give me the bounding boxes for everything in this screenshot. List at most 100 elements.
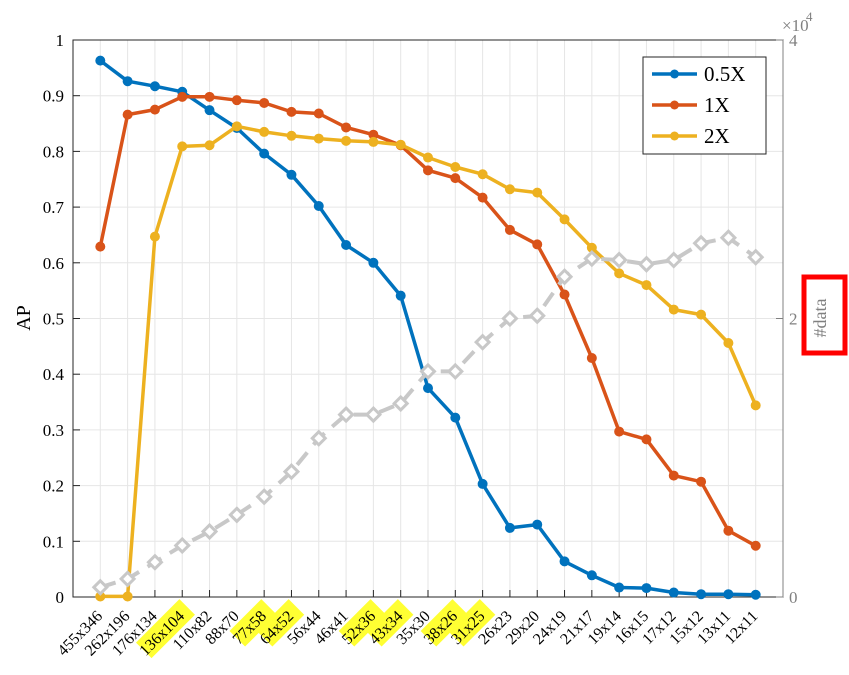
legend-marker — [670, 69, 679, 79]
data-point — [395, 290, 406, 301]
data-point — [392, 394, 410, 413]
data-point — [337, 405, 355, 424]
category-highlight — [420, 599, 469, 647]
series-1x — [95, 91, 761, 551]
data-point — [610, 251, 628, 269]
data-point — [501, 309, 519, 328]
data-point — [532, 239, 543, 250]
category-highlight — [366, 599, 414, 647]
y2-exponent: ×10 4 — [782, 9, 813, 35]
data-point — [122, 591, 133, 602]
data-point — [149, 81, 160, 92]
data-point — [313, 133, 324, 144]
data-point — [368, 136, 379, 147]
data-point — [446, 362, 464, 381]
category-highlight — [447, 599, 496, 647]
data-point — [719, 229, 738, 247]
data-point — [286, 169, 297, 180]
category-highlight-box — [420, 599, 469, 647]
data-point — [231, 95, 242, 106]
data-point — [528, 307, 546, 325]
data-point — [750, 540, 761, 551]
data-point — [637, 255, 656, 273]
data-point — [747, 248, 765, 266]
category-highlight-box — [256, 599, 305, 647]
data-point — [204, 91, 215, 102]
category-highlight — [229, 599, 277, 647]
data-point — [665, 251, 683, 269]
y2-tick-label: 4 — [789, 31, 798, 50]
data-point — [583, 250, 601, 268]
category-highlight-box — [366, 599, 414, 647]
series — [91, 55, 765, 602]
data-point — [504, 522, 515, 533]
data-point — [177, 91, 188, 102]
data-point — [614, 426, 625, 437]
data-point — [423, 165, 433, 176]
data-point — [341, 135, 352, 146]
data-point — [641, 583, 652, 594]
data-point — [395, 139, 406, 150]
y2-exponent-base: ×10 — [782, 16, 809, 35]
data-point — [723, 525, 734, 536]
legend-label: 1X — [704, 93, 730, 117]
data-point — [614, 268, 625, 279]
data-point — [173, 536, 191, 555]
legend-marker — [670, 131, 679, 141]
data-point — [559, 214, 570, 225]
category-highlight — [338, 599, 387, 647]
legend-label: 2X — [704, 124, 730, 148]
data-point — [341, 239, 352, 250]
data-point — [204, 105, 215, 116]
legend-marker — [670, 100, 679, 110]
y-tick-label: 0.5 — [43, 310, 64, 329]
data-point — [559, 289, 570, 300]
legend-label: 0.5X — [704, 62, 745, 86]
y2-label-highlight-box — [801, 274, 848, 356]
data-point — [586, 570, 597, 581]
data-point — [723, 338, 734, 349]
y2-tick-label: 0 — [789, 588, 798, 607]
data-point — [231, 121, 242, 132]
legend-entry: 1X — [652, 93, 730, 117]
data-point — [450, 173, 461, 184]
data-point — [259, 148, 270, 159]
data-point — [692, 234, 710, 252]
y-axis-label: AP — [13, 305, 35, 331]
data-point — [423, 383, 433, 394]
data-point — [146, 553, 164, 571]
category-highlight-box — [229, 599, 277, 647]
data-point — [423, 152, 433, 163]
category-highlight-box — [135, 599, 195, 659]
data-point — [95, 55, 106, 66]
data-point — [419, 362, 437, 381]
category-highlight-box — [447, 599, 496, 647]
series-data — [91, 229, 765, 596]
data-point — [286, 106, 297, 117]
data-point — [614, 582, 625, 593]
data-point — [668, 304, 679, 315]
category-highlights — [135, 599, 496, 659]
data-point — [477, 192, 488, 203]
series-2x — [95, 121, 761, 602]
data-point — [91, 578, 109, 596]
data-point — [228, 506, 246, 524]
data-point — [200, 522, 219, 541]
data-point — [177, 141, 188, 152]
data-point — [122, 76, 133, 87]
data-point — [313, 200, 324, 211]
data-point — [555, 268, 574, 286]
legend-entry: 0.5X — [652, 62, 745, 86]
data-point — [696, 309, 707, 320]
data-point — [310, 429, 328, 447]
y-tick-label: 0.6 — [43, 254, 64, 273]
y-tick-label: 0.3 — [43, 421, 64, 440]
data-point — [368, 257, 379, 268]
data-point — [532, 519, 543, 530]
data-point — [477, 478, 488, 489]
data-point — [696, 589, 707, 600]
data-point — [259, 126, 270, 137]
data-point — [473, 333, 492, 351]
data-point — [750, 400, 761, 411]
